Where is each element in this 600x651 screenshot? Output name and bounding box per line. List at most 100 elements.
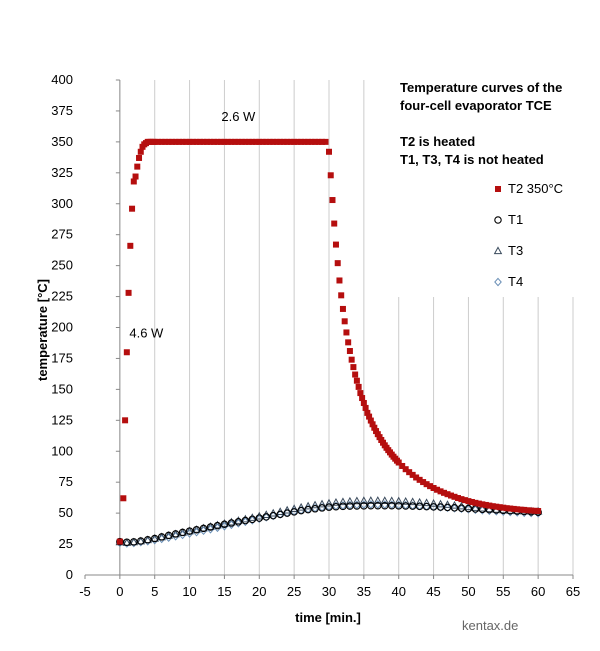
data-point [448,492,454,499]
y-tick-label: 175 [51,350,73,365]
data-point [472,499,479,506]
data-point [422,498,431,507]
title-line-1: Temperature curves of the [400,80,562,95]
y-tick-label: 400 [51,72,73,87]
data-point [334,260,341,267]
data-point [317,499,327,508]
data-point [331,220,338,227]
data-point [273,138,280,145]
data-point [178,528,187,537]
data-point [350,364,357,371]
watermark: kentax.de [462,618,518,633]
data-point [355,383,362,390]
y-tick-label: 125 [51,412,73,427]
x-tick-label: 10 [182,584,196,599]
data-point [387,496,396,505]
data-point [360,502,368,510]
data-point [227,519,236,527]
data-point [123,538,131,546]
data-point [301,138,308,145]
data-point [535,508,542,515]
data-point [248,515,257,524]
x-tick-label: 5 [151,584,158,599]
data-point [284,138,291,145]
data-point [359,395,366,402]
data-point [367,417,374,424]
data-point [451,493,458,500]
data-point [339,502,347,511]
data-point [461,497,468,504]
data-point [415,502,424,511]
data-point [287,138,294,145]
data-point [348,356,355,363]
data-point [210,138,217,145]
legend-label: T4 [508,274,523,289]
data-point [399,462,406,469]
y-tick-label: 75 [59,474,73,489]
data-point [308,138,315,145]
data-point [437,488,444,495]
data-point [214,138,221,145]
data-point [394,496,403,505]
x-tick-label: 20 [252,584,266,599]
data-point [493,503,500,510]
data-point [471,503,480,511]
y-tick-label: 375 [51,103,73,118]
title-line-2: four-cell evaporator TCE [400,98,552,113]
data-point [132,173,139,180]
legend-marker [494,216,502,224]
data-point [413,474,420,481]
power-annotation: 2.6 W [221,109,256,124]
data-point [137,537,145,545]
y-tick-label: 225 [51,289,73,304]
data-point [312,138,319,145]
x-axis-title: time [min.] [295,610,361,625]
y-tick-label: 325 [51,165,73,180]
data-point [450,503,459,513]
y-tick-label: 50 [59,505,73,520]
data-point [296,502,306,511]
data-point [332,241,339,248]
y-tick-label: 0 [66,567,73,582]
data-point [213,521,222,530]
data-point [482,501,489,508]
data-point [291,138,298,145]
legend-marker [493,246,503,255]
data-point [231,138,238,145]
data-point [116,537,124,546]
data-point [327,172,334,179]
data-point [436,499,445,508]
y-tick-label: 250 [51,258,73,273]
data-point [158,138,165,145]
data-point [503,505,510,512]
data-point [427,483,434,490]
data-point [289,504,299,513]
data-point [352,371,359,378]
data-point [171,530,180,538]
x-tick-label: 0 [116,584,123,599]
data-point [162,138,169,145]
data-point [406,469,413,476]
data-point [220,519,229,527]
data-point [277,138,284,145]
data-point [394,502,403,510]
y-axis-title: temperature [°C] [35,279,50,381]
subtitle-line-2: T1, T3, T4 is not heated [400,152,544,167]
data-point [326,148,332,155]
data-point [164,531,173,540]
data-point [420,479,427,486]
data-point [310,500,320,509]
data-point [248,513,257,521]
data-point [199,523,208,532]
data-point [169,138,176,145]
data-point [422,502,431,511]
data-point [514,506,521,513]
data-point [450,504,459,512]
data-point [458,496,465,503]
data-point [486,502,493,509]
data-point [206,522,215,530]
data-point [434,486,441,493]
x-tick-label: 55 [496,584,510,599]
data-point [227,517,236,526]
